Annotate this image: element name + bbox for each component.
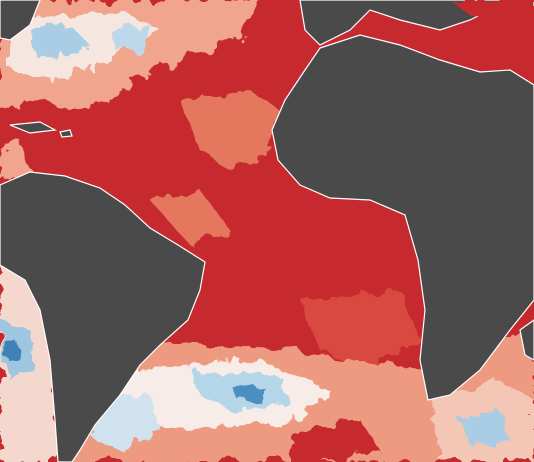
patch-blue [95, 395, 160, 450]
island [9, 121, 57, 134]
patch-blue [30, 25, 90, 60]
patch-blue-dark [5, 340, 20, 360]
patch-blue [460, 410, 510, 445]
island [519, 319, 534, 361]
island [59, 129, 73, 138]
north-america [0, 0, 41, 41]
patch-salmon [180, 90, 280, 170]
patch-blue-dark [230, 385, 265, 402]
patch-salmon [150, 190, 230, 245]
africa [271, 34, 534, 401]
mediterranean [370, 25, 520, 65]
black-sea [450, 0, 534, 25]
patch-mid [300, 290, 420, 365]
patch-light [0, 140, 30, 180]
patch-red [290, 420, 380, 462]
patch-blue [110, 25, 150, 50]
south-america [0, 171, 206, 462]
